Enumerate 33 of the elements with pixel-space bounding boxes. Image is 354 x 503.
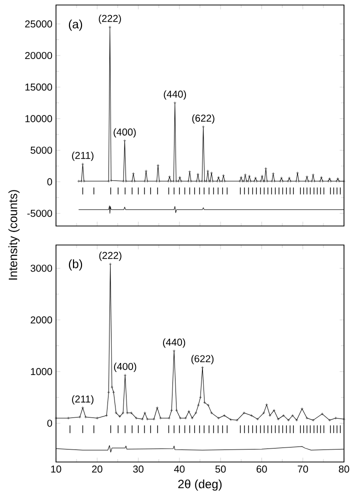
annotation: (622) [192, 114, 214, 124]
annotation: (222) [99, 252, 122, 261]
y-tick-label: 2000 [30, 316, 52, 324]
annotation: (211) [72, 152, 94, 161]
y-tick-label: 1000 [30, 368, 52, 376]
x-tick-label: 80 [338, 466, 350, 473]
annotation: (a) [68, 20, 82, 31]
x-tick-label: 70 [298, 466, 308, 473]
annotation: (622) [191, 354, 214, 364]
annotation: (b) [68, 259, 82, 271]
annotation: (400) [114, 128, 136, 138]
annotation: (440) [163, 338, 186, 348]
y-tick-label: 0 [47, 420, 52, 427]
x-tick-label: 30 [133, 466, 144, 473]
annotation: (211) [72, 395, 94, 405]
x-tick-label: 10 [51, 466, 62, 473]
annotation: (222) [98, 14, 121, 24]
y-tick-label: 20000 [25, 52, 52, 60]
annotation: (440) [164, 90, 186, 100]
x-axis-title: 2θ (deg) [178, 479, 222, 491]
annotation: (400) [114, 362, 136, 372]
y-tick-label: 15000 [25, 84, 52, 91]
y-tick-label: 10000 [25, 115, 52, 122]
y-tick-label: 25000 [25, 20, 52, 28]
x-tick-label: 50 [215, 466, 226, 473]
y-tick-label: -5000 [27, 210, 52, 217]
y-axis-title: Intensity (counts) [8, 190, 20, 280]
y-tick-label: 3000 [30, 264, 52, 272]
x-tick-label: 40 [174, 466, 185, 473]
y-tick-label: 0 [47, 178, 52, 186]
y-tick-label: 5000 [30, 146, 52, 154]
x-tick-label: 20 [92, 466, 102, 473]
x-tick-label: 60 [256, 466, 267, 473]
